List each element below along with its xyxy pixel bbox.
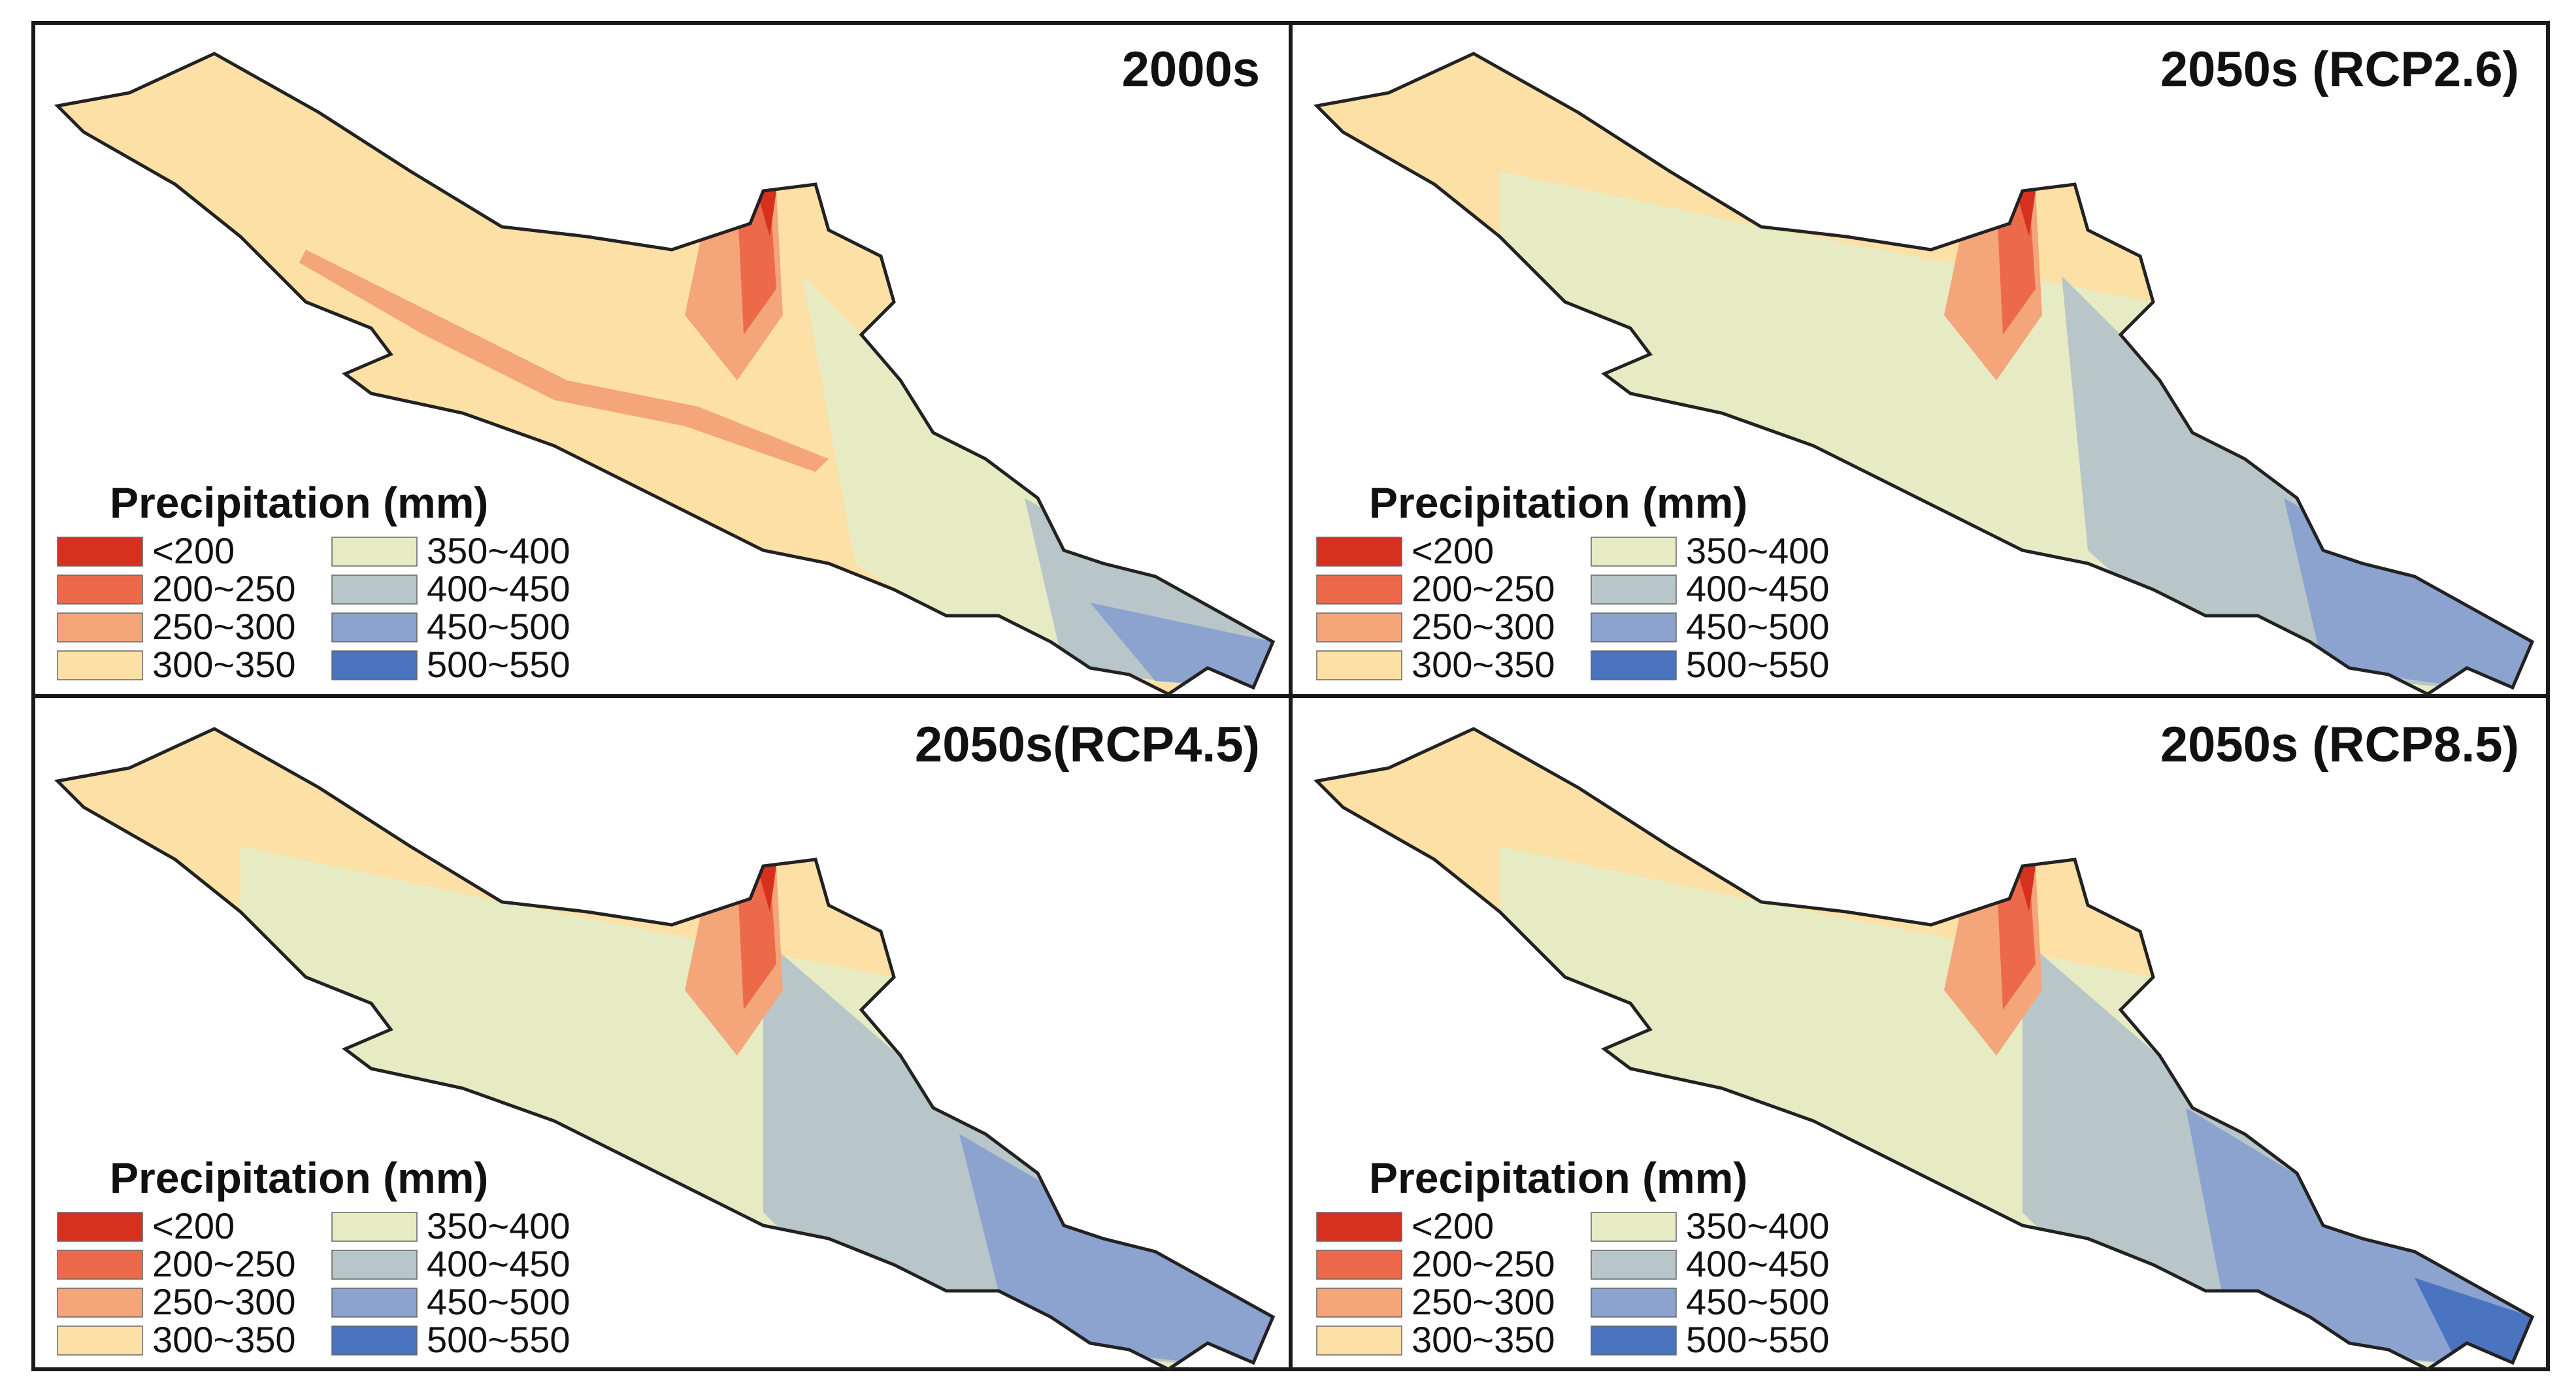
legend-label: 500~550 <box>1686 644 1830 685</box>
legend-label: 350~400 <box>427 1205 570 1246</box>
legend-label: 350~400 <box>1686 530 1830 571</box>
legend: Precipitation (mm)<200200~250250~300300~… <box>57 478 570 685</box>
legend-label: 300~350 <box>152 644 296 685</box>
legend-swatch <box>57 1250 143 1280</box>
legend-title: Precipitation (mm) <box>110 1154 488 1202</box>
legend-swatch <box>1316 1325 1402 1356</box>
legend-swatch <box>331 1212 418 1242</box>
legend-swatch <box>1316 537 1402 567</box>
legend-label: 250~300 <box>152 1281 296 1322</box>
legend-swatch <box>1591 1325 1677 1356</box>
legend-swatch <box>1316 575 1402 605</box>
panel-2050s-rcp45: 2050s(RCP4.5) Precipitation (mm)<200200~… <box>44 717 1286 1369</box>
legend-swatch <box>331 650 418 680</box>
panel-title: 2050s(RCP4.5) <box>915 717 1260 773</box>
legend-label: 350~400 <box>1686 1205 1830 1246</box>
legend-label: 400~450 <box>1686 1243 1830 1284</box>
legend-label: 250~300 <box>152 606 296 647</box>
legend-label: 200~250 <box>1412 568 1555 609</box>
legend-swatch <box>331 575 418 605</box>
legend-swatch <box>1591 1212 1677 1242</box>
legend-label: 500~550 <box>427 644 570 685</box>
legend-swatch <box>1316 650 1402 680</box>
legend-label: 450~500 <box>1686 1281 1830 1322</box>
panel-title: 2050s (RCP8.5) <box>2160 717 2519 773</box>
legend-label: <200 <box>1412 530 1494 571</box>
legend-title: Precipitation (mm) <box>1369 1154 1747 1202</box>
precipitation-map-figure: 2000s Precipitation (mm) <200 200~250 250~3… <box>31 21 2550 1371</box>
panel-title: 2000s <box>1122 42 1260 97</box>
legend-swatch <box>1316 612 1402 642</box>
legend-swatch <box>1591 612 1677 642</box>
legend-label: 400~450 <box>427 568 570 609</box>
legend-label: 450~500 <box>427 1281 570 1322</box>
legend-title: Precipitation (mm) <box>1369 478 1747 527</box>
legend-swatch <box>1316 1250 1402 1280</box>
legend-swatch <box>331 1288 418 1318</box>
legend: Precipitation (mm)<200200~250250~300300~… <box>1316 1154 1830 1360</box>
legend-swatch <box>57 1325 143 1356</box>
legend-swatch <box>1591 537 1677 567</box>
map-grid: 2000s Precipitation (mm)<200200~250250~3… <box>31 21 2550 1371</box>
legend-label: <200 <box>152 530 235 571</box>
legend-swatch <box>331 1250 418 1280</box>
legend-swatch <box>57 1212 143 1242</box>
legend-label: 300~350 <box>1412 1319 1555 1360</box>
legend-swatch <box>331 612 418 642</box>
legend-label: 300~350 <box>152 1319 296 1360</box>
legend-swatch <box>1591 575 1677 605</box>
legend-label: 400~450 <box>1686 568 1830 609</box>
legend-swatch <box>57 1288 143 1318</box>
legend-label: 250~300 <box>1412 606 1555 647</box>
legend-label: 400~450 <box>427 1243 570 1284</box>
legend-label: 200~250 <box>1412 1243 1555 1284</box>
legend-swatch <box>1591 1250 1677 1280</box>
legend: Precipitation (mm)<200200~250250~300300~… <box>57 1154 570 1360</box>
legend-label: 350~400 <box>427 530 570 571</box>
legend-swatch <box>57 612 143 642</box>
legend-swatch <box>57 575 143 605</box>
legend-label: 450~500 <box>1686 606 1830 647</box>
legend-swatch <box>57 537 143 567</box>
legend-label: 300~350 <box>1412 644 1555 685</box>
legend-label: <200 <box>1412 1205 1494 1246</box>
legend-swatch <box>57 650 143 680</box>
legend-label: 200~250 <box>152 568 296 609</box>
legend-swatch <box>331 537 418 567</box>
panel-title: 2050s (RCP2.6) <box>2160 42 2519 97</box>
legend-swatch <box>1316 1212 1402 1242</box>
legend: Precipitation (mm)<200200~250250~300300~… <box>1316 478 1830 685</box>
legend-label: 200~250 <box>152 1243 296 1284</box>
legend-swatch <box>1591 650 1677 680</box>
legend-title: Precipitation (mm) <box>110 478 488 527</box>
legend-label: <200 <box>152 1205 235 1246</box>
legend-label: 500~550 <box>1686 1319 1830 1360</box>
legend-swatch <box>1591 1288 1677 1318</box>
legend-label: 500~550 <box>427 1319 570 1360</box>
legend-swatch <box>331 1325 418 1356</box>
legend-label: 450~500 <box>427 606 570 647</box>
legend-swatch <box>1316 1288 1402 1318</box>
panel-2000s: 2000s Precipitation (mm)<200200~250250~3… <box>44 42 1286 694</box>
legend-label: 250~300 <box>1412 1281 1555 1322</box>
